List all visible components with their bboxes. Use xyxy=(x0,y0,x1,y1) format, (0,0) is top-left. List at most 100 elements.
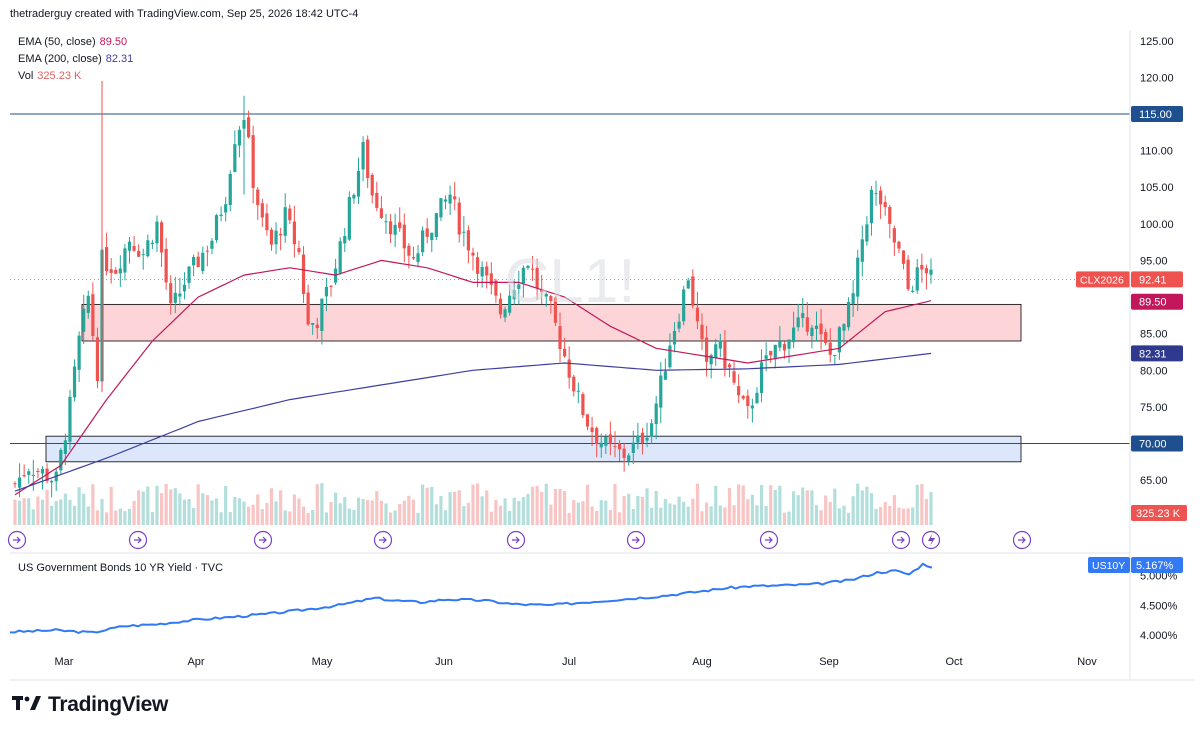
volume-bar xyxy=(45,489,49,525)
volume-bar xyxy=(498,505,503,525)
candle xyxy=(901,250,906,270)
volume-bar xyxy=(434,504,438,525)
candle xyxy=(572,374,576,397)
volume-bar xyxy=(109,486,113,525)
volume-bar xyxy=(347,508,351,525)
legend-ema50[interactable]: EMA (50, close) 89.50 xyxy=(18,36,127,48)
brand-logo[interactable]: TradingView xyxy=(12,693,168,717)
event-marker-icon[interactable] xyxy=(1012,530,1032,550)
candle xyxy=(553,295,558,327)
candlesticks xyxy=(13,81,933,498)
candle xyxy=(375,181,379,212)
zone-0 xyxy=(81,303,1022,342)
candle xyxy=(599,433,603,458)
legend-ema200-label: EMA (200, close) xyxy=(18,53,102,65)
volume-bar xyxy=(572,500,576,525)
event-marker-icon[interactable] xyxy=(7,530,27,550)
volume-bar xyxy=(306,512,310,525)
candle xyxy=(292,205,296,258)
event-marker-icon[interactable] xyxy=(891,530,911,550)
candle xyxy=(851,280,855,318)
event-marker-icon[interactable] xyxy=(128,530,148,550)
volume-bar xyxy=(879,507,883,525)
volume-bar xyxy=(288,511,292,525)
candle xyxy=(576,382,580,404)
candle xyxy=(489,262,493,295)
volume-bar xyxy=(388,512,393,525)
candle xyxy=(251,125,255,204)
yield-line xyxy=(9,562,933,634)
volume-bar xyxy=(311,510,315,525)
candle xyxy=(915,258,919,294)
volume-bar xyxy=(627,493,631,525)
candle xyxy=(471,247,475,271)
volume-bar xyxy=(159,493,164,525)
candle xyxy=(82,294,86,344)
volume-bar xyxy=(746,499,750,525)
event-marker-icon[interactable] xyxy=(759,530,779,550)
volume-bar xyxy=(233,496,237,525)
legend-vol-value: 325.23 K xyxy=(37,70,82,82)
earnings-marker-icon[interactable] xyxy=(921,530,941,550)
tradingview-logo-icon xyxy=(12,693,42,717)
volume-bar xyxy=(343,497,347,525)
candle xyxy=(256,186,260,220)
candle xyxy=(897,240,901,253)
candle xyxy=(50,479,54,498)
volume-bar xyxy=(95,510,100,525)
volume-bar xyxy=(86,506,90,525)
volume-bar xyxy=(260,509,264,525)
volume-bar xyxy=(732,505,736,525)
candle xyxy=(201,246,205,275)
volume-bar xyxy=(837,508,841,525)
volume-bar xyxy=(265,502,269,525)
candle xyxy=(430,232,434,253)
candle xyxy=(237,126,242,158)
volume-bar xyxy=(324,512,329,525)
candle xyxy=(475,252,480,288)
legend-ema200[interactable]: EMA (200, close) 82.31 xyxy=(18,53,133,65)
volume-bar xyxy=(549,504,553,525)
volume-bar xyxy=(430,486,434,525)
legend-vol[interactable]: Vol 325.23 K xyxy=(18,70,81,82)
candle xyxy=(109,258,113,284)
volume-bar xyxy=(819,510,823,525)
time-axis: Mar Apr May Jun Jul Aug Sep Oct Nov xyxy=(10,656,1194,681)
candle xyxy=(595,426,599,458)
event-marker-icon[interactable] xyxy=(506,530,526,550)
volume-bar xyxy=(782,512,787,525)
volume-bar xyxy=(475,483,480,525)
candle xyxy=(54,467,58,491)
candle xyxy=(549,294,553,314)
symbol-tag: CLX2026 xyxy=(1080,274,1124,286)
volume-bar xyxy=(723,507,727,525)
candle xyxy=(627,453,631,466)
yield-tick: 5.000% xyxy=(1140,571,1178,583)
event-marker-icon[interactable] xyxy=(373,530,393,550)
volume-bar xyxy=(668,503,672,525)
volume-bar xyxy=(269,488,274,525)
time-tick: Apr xyxy=(187,656,204,668)
volume-bar xyxy=(256,494,260,525)
candle xyxy=(301,246,306,304)
volume-bar xyxy=(540,491,544,525)
volume-bar xyxy=(246,506,251,525)
volume-bar xyxy=(242,501,246,525)
volume-bar xyxy=(466,502,471,525)
candle xyxy=(787,339,791,363)
candle xyxy=(718,333,722,358)
candle xyxy=(22,464,26,478)
volume-bar xyxy=(210,500,214,525)
candle xyxy=(842,323,846,344)
volume-bar xyxy=(769,485,773,525)
time-tick: Jun xyxy=(435,656,453,668)
ema200-line xyxy=(14,352,932,492)
event-marker-icon[interactable] xyxy=(626,530,646,550)
volume-bar xyxy=(888,505,892,525)
volume-bar xyxy=(127,508,132,525)
brand-name: TradingView xyxy=(48,693,169,716)
candle xyxy=(283,193,287,243)
candle xyxy=(888,204,892,239)
event-marker-icon[interactable] xyxy=(253,530,273,550)
